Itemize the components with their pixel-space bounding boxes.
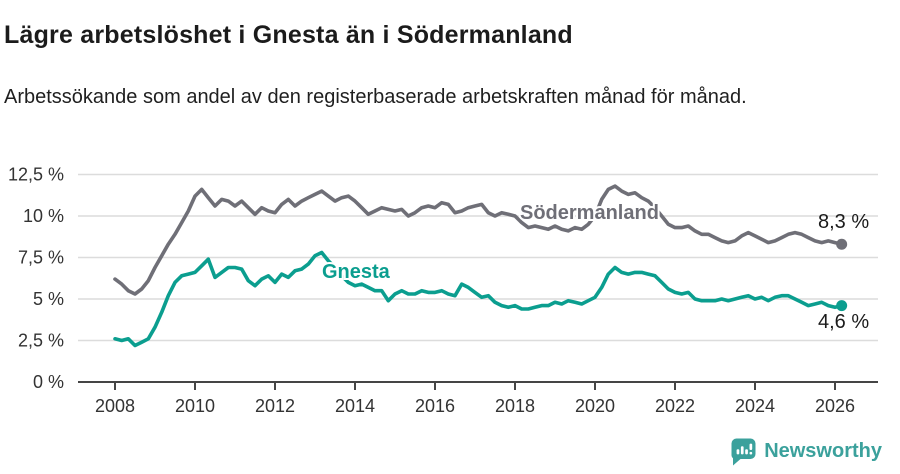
brand-name: Newsworthy — [764, 440, 882, 462]
y-tick-label: 2,5 % — [18, 331, 64, 351]
sodermanland-latest-value-label: 8,3 % — [818, 211, 869, 233]
x-tick-label: 2020 — [575, 396, 615, 416]
y-tick-label: 5 % — [33, 289, 64, 309]
x-tick-label: 2022 — [655, 396, 695, 416]
data-series — [113, 184, 848, 348]
sodermanland-end-dot — [836, 238, 848, 250]
x-tick-label: 2018 — [495, 396, 535, 416]
x-tick-label: 2008 — [95, 396, 135, 416]
y-tick-label: 12,5 % — [8, 165, 64, 185]
x-tick-label: 2010 — [175, 396, 215, 416]
y-tick-label: 0 % — [33, 372, 64, 392]
gnesta-latest-value-label: 4,6 % — [818, 311, 869, 333]
chart-subtitle: Arbetssökande som andel av den registerb… — [4, 86, 747, 108]
x-axis: 2008 2010 2012 2014 2016 2018 2020 2022 2024 2026 — [78, 381, 878, 416]
sodermanland-series-label: Södermanland — [520, 202, 659, 224]
unemployment-line-chart: 12,5 %10 %7,5 %5 %2,5 %0 % 2008 2010 2012 2… — [8, 165, 878, 416]
gnesta-line — [113, 250, 844, 348]
gridlines: 12,5 % 10 % 7,5 % 5 % 2,5 % 0 % — [8, 165, 878, 392]
x-tick-label: 2016 — [415, 396, 455, 416]
x-tick-label: 2012 — [255, 396, 295, 416]
y-tick-label: 10 % — [23, 206, 64, 226]
sodermanland-line — [113, 184, 844, 296]
chart-labels: Södermanland 8,3 % Gnesta 4,6 % — [320, 200, 869, 333]
page-title: Lägre arbetslöshet i Gnesta än i Söderma… — [4, 20, 573, 49]
x-tick-label: 2014 — [335, 396, 375, 416]
x-tick-label: 2026 — [815, 396, 855, 416]
x-tick-label: 2024 — [735, 396, 775, 416]
gnesta-end-dot — [836, 300, 848, 312]
gnesta-series-label: Gnesta — [322, 261, 391, 283]
newsworthy-speech-bubble-bar-chart-icon — [731, 438, 756, 466]
y-tick-label: 7,5 % — [18, 248, 64, 268]
newsworthy-branding: Newsworthy — [730, 437, 882, 466]
